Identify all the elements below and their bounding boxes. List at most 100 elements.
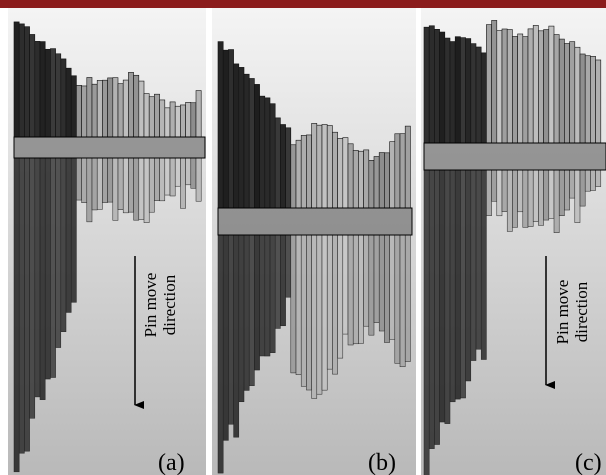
pin-lower — [87, 158, 92, 222]
pin-lower — [50, 158, 55, 377]
pin-upper — [239, 67, 244, 208]
pin-upper — [139, 81, 144, 137]
pin-upper — [544, 30, 549, 143]
pin-upper — [50, 49, 55, 137]
pin-lower — [97, 158, 102, 209]
pin-upper — [322, 125, 327, 208]
pin-lower — [24, 158, 29, 451]
pin-upper — [434, 29, 439, 143]
pin-lower — [332, 235, 337, 374]
pin-lower — [497, 170, 502, 216]
pin-lower — [559, 170, 564, 216]
pin-lower — [564, 170, 569, 210]
pin-lower — [554, 170, 559, 233]
pin-upper — [343, 138, 348, 208]
pin-lower — [471, 170, 476, 361]
pin-upper — [270, 104, 275, 208]
panel-label: (a) — [158, 450, 185, 475]
pin-lower — [445, 170, 450, 424]
pin-lower — [56, 158, 61, 348]
pin-lower — [123, 158, 128, 213]
annotation-line: direction — [572, 281, 591, 342]
pin-upper — [144, 94, 149, 137]
pin-lower — [476, 170, 481, 349]
pin-lower — [353, 235, 358, 344]
pin-upper — [56, 54, 61, 137]
pin-upper — [507, 30, 512, 143]
pin-upper — [533, 25, 538, 143]
pin-lower — [244, 235, 249, 390]
pin-lower — [175, 158, 180, 186]
pin-plate — [14, 137, 205, 158]
pin-lower — [139, 158, 144, 219]
pin-lower — [45, 158, 50, 379]
pin-lower — [317, 235, 322, 394]
pin-lower — [134, 158, 139, 220]
pin-lower — [358, 235, 363, 343]
pin-upper — [19, 24, 24, 137]
pin-upper — [97, 80, 102, 137]
pin-upper — [24, 27, 29, 137]
pin-lower — [144, 158, 149, 223]
pin-upper — [118, 84, 123, 137]
pin-lower — [518, 170, 523, 212]
pin-lower — [486, 170, 491, 216]
pin-upper — [348, 144, 353, 208]
pin-lower — [113, 158, 118, 220]
pin-upper — [66, 68, 71, 137]
pin-lower — [312, 235, 317, 398]
pin-upper — [590, 56, 595, 143]
pin-upper — [186, 102, 191, 137]
pin-lower — [523, 170, 528, 227]
top-bar — [0, 0, 606, 8]
pin-lower — [180, 158, 185, 208]
pin-lower — [61, 158, 66, 332]
pin-lower — [291, 235, 296, 373]
pin-upper — [196, 91, 201, 137]
annotation-line: direction — [160, 274, 179, 335]
pin-lower — [585, 170, 590, 191]
pin-upper — [14, 22, 19, 137]
pin-upper — [518, 34, 523, 143]
pin-upper — [82, 86, 87, 137]
pin-lower — [374, 235, 379, 323]
pin-upper — [170, 102, 175, 137]
pin-upper — [486, 25, 491, 143]
pin-upper — [306, 135, 311, 208]
pin-upper — [254, 84, 259, 208]
pin-lower — [19, 158, 24, 453]
pin-lower — [390, 235, 395, 339]
pin-lower — [343, 235, 348, 334]
pin-lower — [234, 235, 239, 437]
pin-lower — [286, 235, 291, 297]
pin-lower — [196, 158, 201, 201]
pin-upper — [445, 38, 450, 143]
pin-lower — [71, 158, 76, 302]
pin-lower — [384, 235, 389, 343]
pin-upper — [191, 103, 196, 137]
pin-upper — [481, 53, 486, 143]
pin-lower — [118, 158, 123, 210]
pin-lower — [218, 235, 223, 473]
pin-lower — [544, 170, 549, 220]
pin-lower — [228, 235, 233, 424]
pin-lower — [424, 170, 429, 475]
pin-plate — [218, 208, 412, 235]
pin-lower — [301, 235, 306, 386]
pin-upper — [502, 29, 507, 143]
pin-lower — [40, 158, 45, 400]
pin-lower — [270, 235, 275, 353]
pin-upper — [218, 42, 223, 208]
pin-lower — [239, 235, 244, 402]
pin-upper — [596, 60, 601, 143]
pin-upper — [564, 44, 569, 143]
pin-upper — [497, 31, 502, 143]
pin-lower — [590, 170, 595, 190]
pin-lower — [165, 158, 170, 195]
pin-upper — [160, 100, 165, 137]
pin-upper — [390, 142, 395, 208]
pin-lower — [191, 158, 196, 188]
pin-upper — [455, 37, 460, 143]
pin-upper — [364, 150, 369, 208]
pin-lower — [400, 235, 405, 367]
